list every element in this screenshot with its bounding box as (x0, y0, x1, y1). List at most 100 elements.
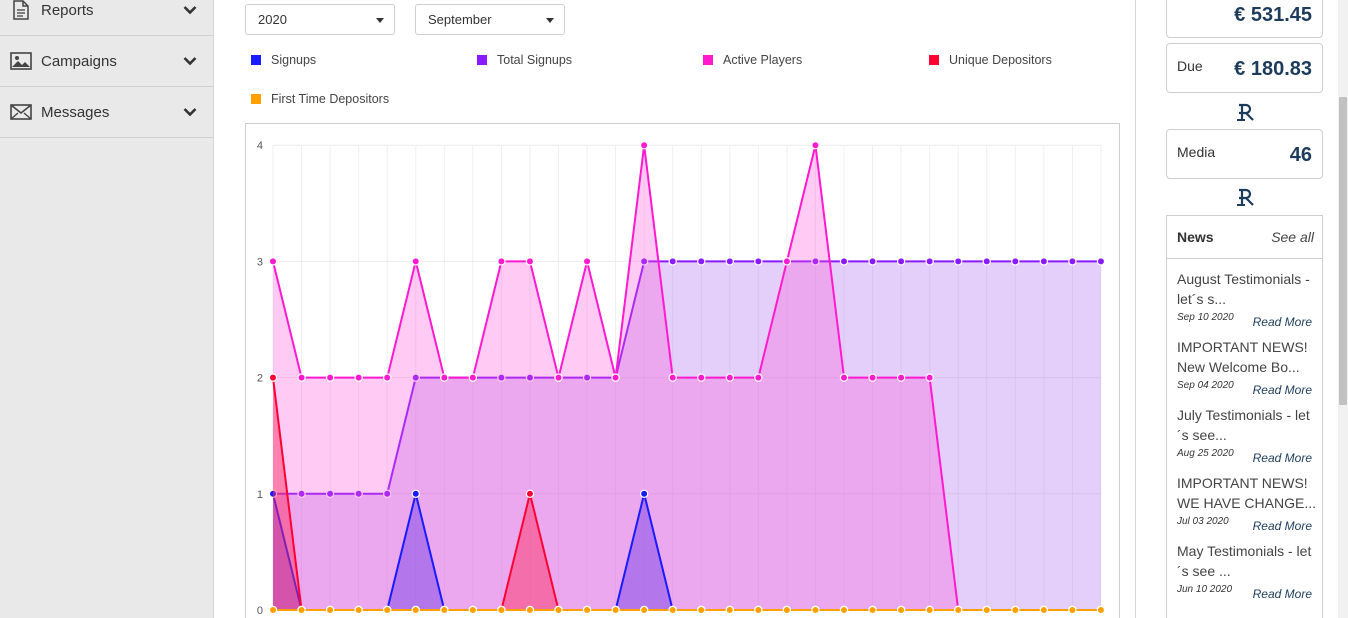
see-all-link[interactable]: See all (1271, 229, 1314, 245)
legend-label: First Time Depositors (271, 92, 390, 106)
main-panel: 2020 September Signups Total Signups Act… (214, 0, 1136, 618)
news-item[interactable]: August Testimonials - let´s s... Sep 10 … (1167, 259, 1322, 329)
data-point-first-time-depositors (582, 605, 592, 615)
legend-swatch (929, 55, 939, 65)
data-point-first-time-depositors (497, 605, 506, 615)
news-header: News See all (1167, 216, 1322, 259)
news-item[interactable]: May Testimonials - let´s see ... Jun 10 … (1167, 531, 1322, 601)
news-item[interactable]: IMPORTANT NEWS! WE HAVE CHANGE... Jul 03… (1167, 463, 1322, 533)
data-point-first-time-depositors (697, 605, 706, 615)
sidebar-item-campaigns[interactable]: Campaigns (0, 36, 213, 87)
legend-item-total-signups[interactable]: Total Signups (477, 53, 572, 67)
data-point-first-time-depositors (1096, 605, 1106, 615)
year-select-value: 2020 (258, 12, 287, 27)
news-item[interactable]: IMPORTANT NEWS! New Welcome Bo... Sep 04… (1167, 327, 1322, 397)
read-more-link[interactable]: Read More (1252, 383, 1312, 397)
chevron-down-icon (183, 3, 197, 17)
data-point-total-signups (1096, 257, 1106, 266)
balance-card: € 531.45 (1166, 0, 1323, 38)
data-point-first-time-depositors (639, 605, 649, 615)
month-select[interactable]: September (415, 4, 565, 35)
data-point-first-time-depositors (468, 605, 478, 615)
data-point-first-time-depositors (440, 605, 449, 615)
data-point-first-time-depositors (382, 605, 392, 615)
sidebar-item-label: Reports (41, 1, 94, 19)
data-point-signups (639, 489, 649, 498)
news-item-date: Sep 04 2020 (1177, 380, 1234, 391)
data-point-first-time-depositors (1011, 605, 1020, 615)
sidebar-item-label: Campaigns (41, 52, 117, 70)
sidebar-item-reports[interactable]: Reports (0, 0, 213, 36)
data-point-active-players (611, 373, 620, 382)
read-more-link[interactable]: Read More (1252, 519, 1312, 533)
data-point-first-time-depositors (297, 605, 306, 615)
data-point-total-signups (411, 373, 420, 382)
chevron-down-icon (183, 54, 197, 68)
area-chart: 0 1 2 3 4 (257, 140, 1106, 617)
data-point-unique-depositors (525, 489, 535, 498)
data-point-total-signups (354, 489, 363, 498)
news-item[interactable]: July Testimonials - let´s see... Aug 25 … (1167, 395, 1322, 465)
data-point-active-players (354, 373, 363, 382)
legend-item-first-time-depositors[interactable]: First Time Depositors (251, 92, 389, 106)
read-more-link[interactable]: Read More (1252, 587, 1312, 601)
data-point-active-players (440, 373, 449, 382)
year-select[interactable]: 2020 (245, 4, 395, 35)
news-title: News (1177, 229, 1214, 245)
chevron-down-icon (183, 105, 197, 119)
news-item-date: Jul 03 2020 (1177, 516, 1229, 527)
legend-label: Signups (271, 53, 317, 67)
news-item-date: Aug 25 2020 (1177, 448, 1234, 459)
data-point-total-signups (525, 373, 535, 382)
news-item-text: August Testimonials - let´s s... (1177, 271, 1310, 307)
data-point-first-time-depositors (725, 605, 734, 615)
data-point-active-players (525, 257, 535, 266)
data-point-total-signups (868, 257, 877, 266)
data-point-total-signups (497, 373, 506, 382)
data-point-total-signups (896, 257, 906, 266)
legend-item-signups[interactable]: Signups (251, 53, 316, 67)
series-area-total-signups (273, 261, 1101, 610)
data-point-active-players (468, 373, 478, 382)
y-tick-label: 3 (257, 256, 263, 268)
news-item-text: IMPORTANT NEWS! New Welcome Bo... (1177, 339, 1308, 375)
series-line-total-signups (273, 260, 1101, 495)
data-point-signups (268, 489, 278, 498)
data-point-total-signups (811, 257, 820, 266)
media-label: Media (1177, 144, 1216, 160)
data-point-first-time-depositors (896, 605, 906, 615)
caret-down-icon (546, 18, 554, 23)
brand-logo-icon (1234, 187, 1258, 207)
due-label: Due (1177, 58, 1203, 74)
data-point-active-players (297, 373, 306, 382)
data-point-active-players (754, 373, 763, 382)
legend-swatch (251, 94, 261, 104)
legend-swatch (477, 55, 487, 65)
scrollbar[interactable] (1338, 0, 1348, 618)
news-item-text: IMPORTANT NEWS! WE HAVE CHANGE... (1177, 475, 1316, 511)
media-card: Media 46 (1166, 129, 1323, 179)
data-point-first-time-depositors (525, 605, 535, 615)
data-point-total-signups (954, 257, 963, 266)
data-point-active-players (839, 373, 849, 382)
caret-down-icon (376, 18, 384, 23)
read-more-link[interactable]: Read More (1252, 451, 1312, 465)
data-point-total-signups (297, 489, 306, 498)
data-point-total-signups (697, 257, 706, 266)
data-point-active-players (668, 373, 677, 382)
read-more-link[interactable]: Read More (1252, 315, 1312, 329)
sidebar-item-messages[interactable]: Messages (0, 87, 213, 138)
scrollbar-thumb[interactable] (1339, 97, 1347, 405)
legend-item-active-players[interactable]: Active Players (703, 53, 802, 67)
envelope-icon (10, 101, 32, 123)
data-point-first-time-depositors (354, 605, 363, 615)
data-point-first-time-depositors (754, 605, 763, 615)
legend-item-unique-depositors[interactable]: Unique Depositors (929, 53, 1052, 67)
sidebar: Reports Campaigns Messages (0, 0, 214, 618)
data-point-first-time-depositors (1068, 605, 1077, 615)
data-point-first-time-depositors (268, 605, 278, 615)
document-icon (10, 0, 32, 21)
data-point-active-players (268, 257, 278, 266)
legend-swatch (251, 55, 261, 65)
image-icon (10, 50, 32, 72)
